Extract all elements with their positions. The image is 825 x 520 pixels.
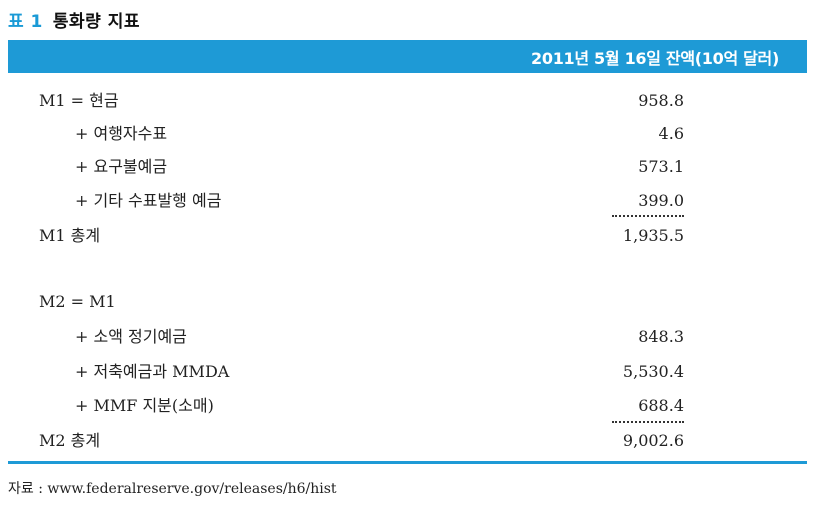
table-row: + MMF 지분(소매) 688.4 (0, 391, 825, 421)
row-label: M2 = M1 (39, 292, 116, 311)
row-label: M1 = 현금 (39, 91, 119, 110)
row-label: M1 총계 (39, 226, 101, 245)
table-row-m2-head: M2 = M1 (0, 287, 825, 317)
row-value: 5,530.4 (622, 362, 684, 381)
table-caption: 표 1 통화량 지표 (8, 4, 140, 34)
table-number: 표 1 (8, 11, 43, 32)
table-row-m1-head: M1 = 현금 958.8 (0, 86, 825, 116)
sum-rule-m1 (612, 215, 684, 217)
row-value: 399.0 (638, 191, 684, 210)
table-row: + 소액 정기예금 848.3 (0, 322, 825, 352)
table-bottom-rule (8, 461, 807, 464)
table-header-bar: 2011년 5월 16일 잔액(10억 달러) (8, 40, 807, 73)
row-value: 848.3 (638, 327, 684, 346)
table-row: + 기타 수표발행 예금 399.0 (0, 186, 825, 216)
table-row-m2-total: M2 총계 9,002.6 (0, 426, 825, 456)
row-value: 1,935.5 (622, 226, 684, 245)
table-row: + 여행자수표 4.6 (0, 119, 825, 149)
table-row: + 저축예금과 MMDA 5,530.4 (0, 357, 825, 387)
row-value: 688.4 (638, 396, 684, 415)
row-label: + 저축예금과 MMDA (75, 362, 230, 381)
table-row-m1-total: M1 총계 1,935.5 (0, 221, 825, 251)
row-value: 958.8 (638, 91, 684, 110)
row-value: 4.6 (658, 124, 684, 143)
row-label: + 기타 수표발행 예금 (75, 191, 222, 210)
row-label: + 요구불예금 (75, 157, 168, 176)
sum-rule-m2 (612, 421, 684, 423)
table-title: 통화량 지표 (52, 11, 141, 32)
row-label: + MMF 지분(소매) (75, 396, 214, 415)
table-row: + 요구불예금 573.1 (0, 152, 825, 182)
table-header-text: 2011년 5월 16일 잔액(10억 달러) (531, 48, 779, 68)
row-value: 573.1 (638, 157, 684, 176)
row-label: + 소액 정기예금 (75, 327, 187, 346)
row-label: + 여행자수표 (75, 124, 168, 143)
row-value: 9,002.6 (622, 431, 684, 450)
row-label: M2 총계 (39, 431, 101, 450)
source-note: 자료 : www.federalreserve.gov/releases/h6/… (8, 481, 337, 497)
